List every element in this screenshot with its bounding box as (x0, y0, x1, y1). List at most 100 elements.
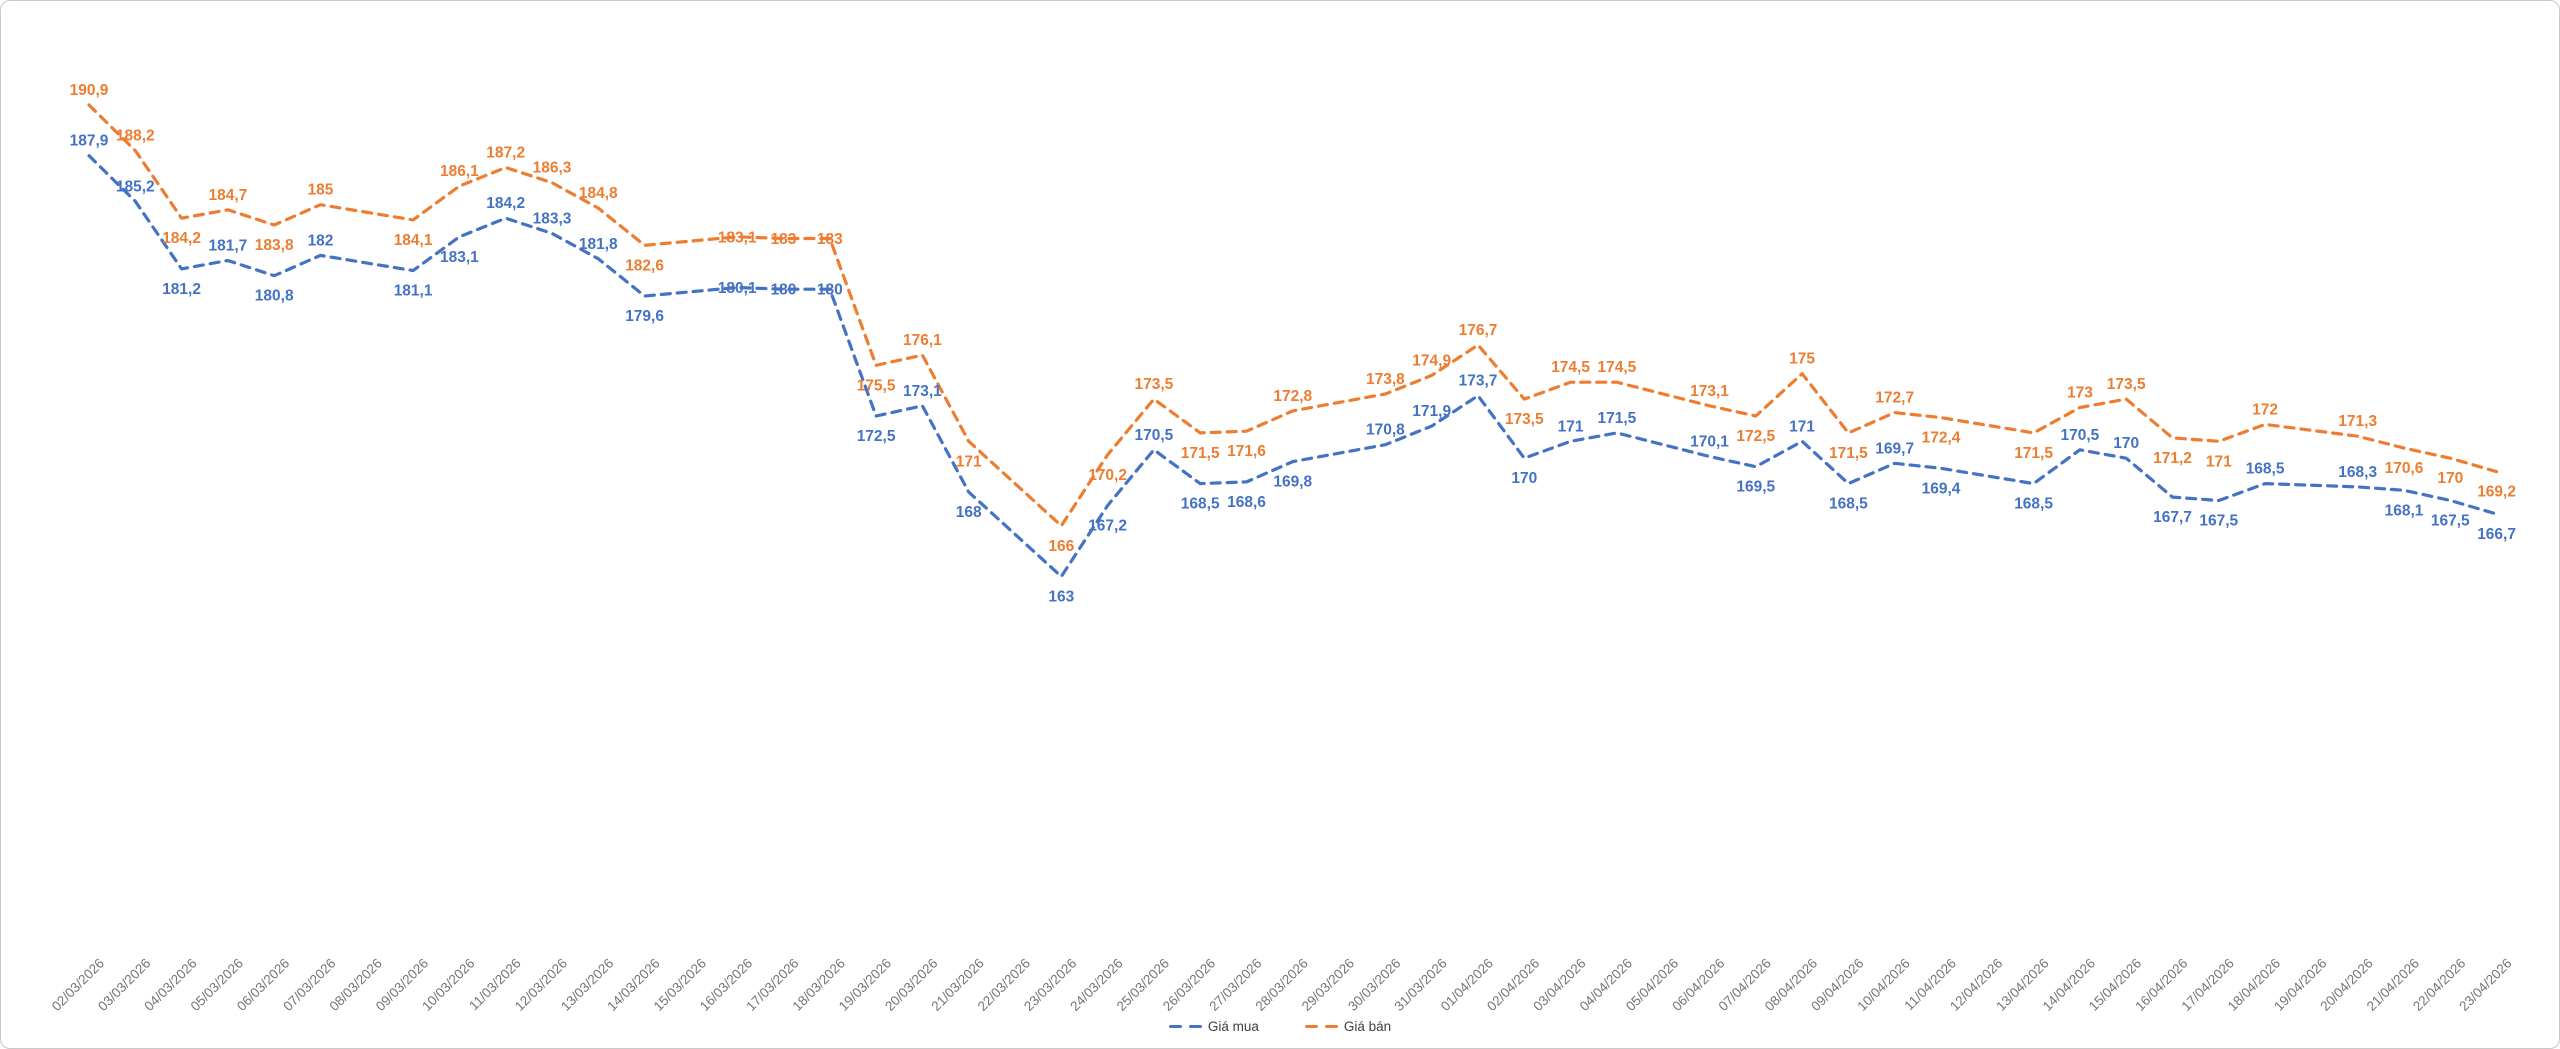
data-point-label: 174,5 (1551, 359, 1590, 376)
data-point-label: 172,5 (857, 428, 896, 445)
data-point-label: 166 (1048, 538, 1074, 555)
data-point-label: 171,5 (1181, 445, 1220, 462)
data-point-label: 170,5 (1135, 427, 1174, 444)
data-point-label: 181,8 (579, 236, 618, 253)
data-point-label: 169,2 (2477, 484, 2516, 501)
data-point-label: 168,3 (2338, 464, 2377, 481)
data-point-label: 170 (2437, 470, 2463, 487)
data-point-label: 183 (817, 231, 843, 248)
data-point-label: 171,9 (1412, 403, 1451, 420)
data-point-label: 168,5 (1181, 496, 1220, 513)
data-point-label: 168,5 (1829, 496, 1868, 513)
data-point-label: 187,2 (486, 145, 525, 162)
data-point-label: 171,5 (1829, 445, 1868, 462)
data-point-label: 171,2 (2153, 450, 2192, 467)
data-point-label: 174,9 (1412, 352, 1451, 369)
data-point-label: 188,2 (116, 128, 155, 145)
data-point-label: 163 (1048, 589, 1074, 606)
data-point-label: 173,5 (1505, 411, 1544, 428)
data-point-label: 186,1 (440, 163, 479, 180)
data-point-label: 181,7 (209, 237, 248, 254)
data-point-label: 180,1 (718, 280, 757, 297)
data-point-label: 171 (2206, 453, 2232, 470)
series-data-labels-0: 187,9 185,2 181,2 181,7 180,8 182 181,1 183,1 18… (70, 133, 2516, 606)
data-point-label: 176,7 (1459, 322, 1498, 339)
data-point-label: 175 (1789, 351, 1815, 368)
data-point-label: 167,7 (2153, 509, 2192, 526)
data-point-label: 172 (2252, 401, 2278, 418)
data-point-label: 174,5 (1598, 359, 1637, 376)
data-point-label: 173 (2067, 385, 2093, 402)
data-point-label: 179,6 (625, 308, 664, 325)
data-point-label: 171 (1558, 418, 1584, 435)
data-point-label: 176,1 (903, 332, 942, 349)
data-point-label: 173,1 (1690, 383, 1729, 400)
data-point-label: 181,2 (162, 281, 201, 298)
series-path-0 (87, 154, 2499, 579)
chart-legend: Giá mua Giá bán (1, 1019, 2559, 1034)
data-point-label: 170,6 (2385, 460, 2424, 477)
data-point-label: 171,5 (2014, 445, 2053, 462)
data-point-label: 172,5 (1736, 428, 1775, 445)
data-point-label: 170 (2113, 435, 2139, 452)
legend-label-gia-mua: Giá mua (1207, 1019, 1259, 1034)
data-point-label: 170,5 (2061, 427, 2100, 444)
data-point-label: 182,6 (625, 257, 664, 274)
x-axis-date-labels: 02/03/202603/03/202604/03/202605/03/2026… (49, 956, 2515, 1014)
data-point-label: 187,9 (70, 133, 109, 150)
data-point-label: 169,8 (1273, 474, 1312, 491)
data-point-label: 167,2 (1088, 518, 1127, 535)
data-point-label: 181,1 (394, 283, 433, 300)
data-point-label: 170,8 (1366, 422, 1405, 439)
data-point-label: 183,1 (718, 229, 757, 246)
data-point-label: 171 (1789, 418, 1815, 435)
legend-item-gia-mua: Giá mua (1168, 1019, 1259, 1034)
data-point-label: 183,8 (255, 237, 294, 254)
data-point-label: 183 (771, 231, 797, 248)
data-point-label: 168,5 (2246, 461, 2285, 478)
data-point-label: 180 (817, 282, 843, 299)
data-point-label: 168,6 (1227, 494, 1266, 511)
data-point-label: 168,1 (2385, 502, 2424, 519)
data-point-label: 170,1 (1690, 434, 1729, 451)
series-line-0 (87, 154, 2499, 579)
data-point-label: 173,8 (1366, 371, 1405, 388)
data-point-label: 184,2 (162, 230, 201, 247)
data-point-label: 171 (956, 453, 982, 470)
data-point-label: 169,4 (1922, 480, 1961, 497)
gia-ban-dash-marker (1304, 1025, 1338, 1028)
data-point-label: 173,5 (1135, 376, 1174, 393)
data-point-label: 184,8 (579, 185, 618, 202)
legend-label-gia-ban: Giá bán (1343, 1019, 1392, 1034)
data-point-label: 183,3 (533, 210, 572, 227)
data-point-label: 175,5 (857, 377, 896, 394)
legend-item-gia-ban: Giá bán (1304, 1019, 1392, 1034)
data-point-label: 185,2 (116, 178, 155, 195)
data-point-label: 173,5 (2107, 376, 2146, 393)
data-point-label: 173,7 (1459, 373, 1498, 390)
data-point-label: 170 (1511, 470, 1537, 487)
series-path-1 (87, 103, 2499, 528)
data-point-label: 184,2 (486, 195, 525, 212)
data-point-label: 182 (308, 232, 334, 249)
data-point-label: 171,3 (2338, 413, 2377, 430)
data-point-label: 186,3 (533, 160, 572, 177)
data-point-label: 169,7 (1875, 440, 1914, 457)
data-point-label: 184,1 (394, 232, 433, 249)
data-point-label: 170,2 (1088, 467, 1127, 484)
data-point-label: 183,1 (440, 249, 479, 266)
series-data-labels-1: 190,9 188,2 184,2 184,7 183,8 185 184,1 186,1 18… (70, 82, 2516, 555)
data-point-label: 180 (771, 282, 797, 299)
data-point-label: 180,8 (255, 288, 294, 305)
data-point-label: 168,5 (2014, 496, 2053, 513)
data-point-label: 172,8 (1273, 388, 1312, 405)
data-point-label: 190,9 (70, 82, 109, 99)
data-point-label: 171,5 (1598, 410, 1637, 427)
data-point-label: 184,7 (209, 187, 248, 204)
data-point-label: 171,6 (1227, 443, 1266, 460)
data-point-label: 169,5 (1736, 479, 1775, 496)
data-point-label: 167,5 (2431, 512, 2470, 529)
